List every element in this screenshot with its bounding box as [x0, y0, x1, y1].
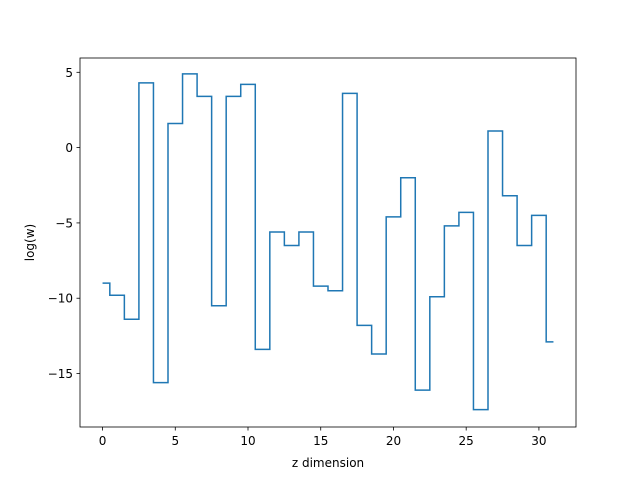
- plot-area: [102, 73, 554, 411]
- x-tick-label: 0: [99, 434, 107, 448]
- x-tick-label: 30: [531, 434, 546, 448]
- y-tick-label: 0: [65, 141, 73, 155]
- x-tick-label: 10: [240, 434, 255, 448]
- y-axis: −15 −10 −5 0 5: [48, 66, 80, 381]
- x-tick-label: 25: [459, 434, 474, 448]
- x-tick-label: 20: [386, 434, 401, 448]
- y-tick-label: 5: [65, 66, 73, 80]
- series-line: [102, 73, 554, 411]
- y-tick-label: −10: [48, 292, 73, 306]
- x-tick-label: 5: [171, 434, 179, 448]
- y-axis-label: log(w): [23, 224, 37, 261]
- x-axis-label: z dimension: [292, 456, 364, 470]
- x-axis: 0 5 10 15 20 25 30: [99, 427, 547, 448]
- y-tick-label: −5: [55, 216, 73, 230]
- x-tick-label: 15: [313, 434, 328, 448]
- y-tick-label: −15: [48, 367, 73, 381]
- axes-frame: [79, 57, 577, 428]
